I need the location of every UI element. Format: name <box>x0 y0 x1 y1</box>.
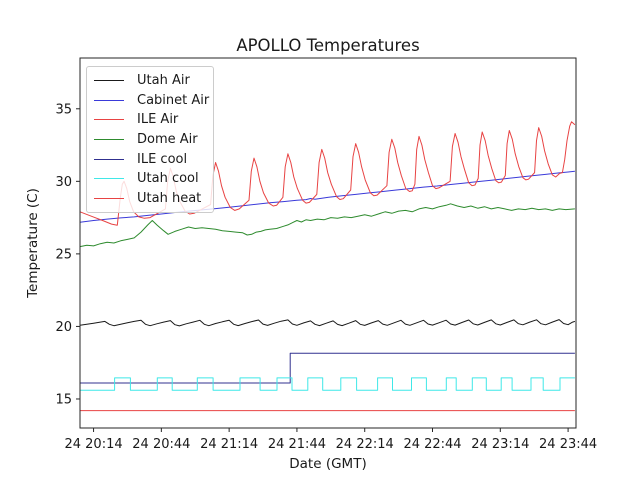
x-tick-label: 24 21:14 <box>200 437 258 452</box>
legend-line-swatch <box>94 99 124 101</box>
series-line-dome-air <box>79 203 575 248</box>
legend-line-swatch <box>94 197 124 199</box>
series-line-utah-cool <box>80 377 575 391</box>
x-tick-label: 24 20:14 <box>64 437 122 452</box>
x-tick-label: 24 23:44 <box>539 437 597 452</box>
x-tick-label: 24 22:44 <box>403 437 461 452</box>
y-tick-label: 35 <box>55 102 72 117</box>
y-tick-label: 30 <box>55 175 72 190</box>
y-axis-label: Temperature (C) <box>25 188 41 298</box>
series-line-ile-cool <box>80 352 575 384</box>
legend-item-dome-air: Dome Air <box>87 130 213 150</box>
series-line-cabinet-air <box>79 170 575 223</box>
chart-title: APOLLO Temperatures <box>236 36 420 55</box>
legend-label: Utah heat <box>137 190 202 206</box>
legend-label: Utah Air <box>137 73 190 89</box>
x-tick-label: 24 21:44 <box>268 437 326 452</box>
legend-label: Dome Air <box>137 132 198 148</box>
legend-item-utah-cool: Utah cool <box>87 169 213 189</box>
legend: Utah Air Cabinet Air ILE Air Dome Air ILE co… <box>86 66 214 214</box>
legend-label: ILE cool <box>137 151 188 167</box>
legend-label: Cabinet Air <box>137 92 210 108</box>
legend-line-swatch <box>94 139 124 141</box>
legend-item-cabinet-air: Cabinet Air <box>87 91 213 111</box>
legend-line-swatch <box>94 178 124 180</box>
series-line-utah-air <box>79 319 576 327</box>
legend-label: ILE Air <box>137 112 179 128</box>
y-tick-label: 25 <box>55 247 72 262</box>
legend-item-ile-cool: ILE cool <box>87 149 213 169</box>
legend-item-utah-heat: Utah heat <box>87 189 213 209</box>
y-tick-label: 15 <box>55 392 72 407</box>
legend-line-swatch <box>94 80 124 82</box>
x-tick-label: 24 22:14 <box>336 437 394 452</box>
x-axis-label: Date (GMT) <box>289 456 367 472</box>
legend-item-ile-air: ILE Air <box>87 110 213 130</box>
y-tick-label: 20 <box>55 320 72 335</box>
x-tick-label: 24 23:14 <box>471 437 529 452</box>
plot-border <box>79 57 577 429</box>
legend-item-utah-air: Utah Air <box>87 71 213 91</box>
legend-label: Utah cool <box>137 171 199 187</box>
x-tick-label: 24 20:44 <box>132 437 190 452</box>
series-line-ile-air <box>79 121 576 226</box>
legend-line-swatch <box>94 119 124 121</box>
legend-line-swatch <box>94 158 124 160</box>
